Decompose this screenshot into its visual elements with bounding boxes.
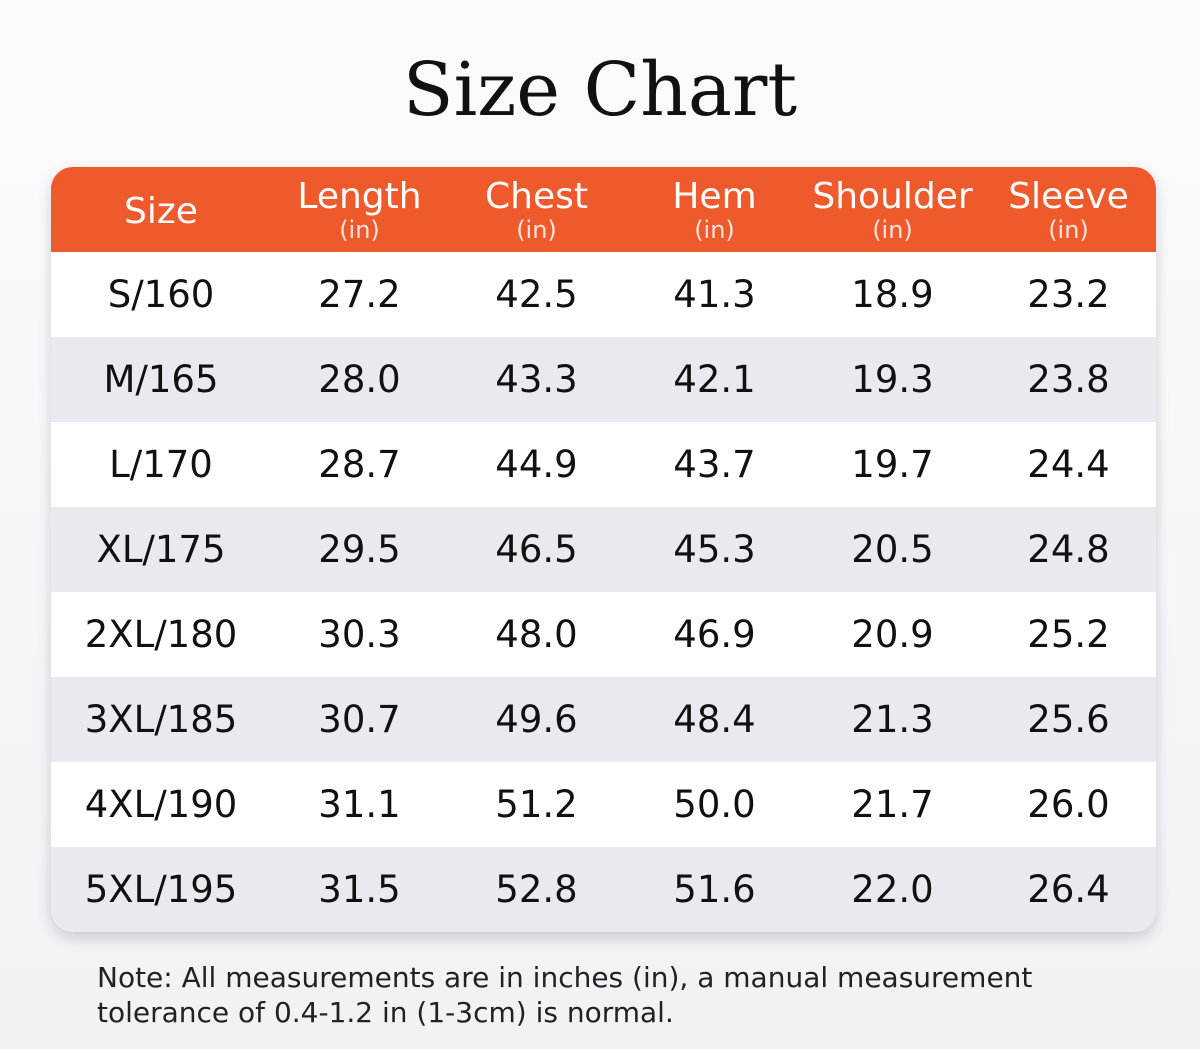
measurement-cell: 20.9 [851, 613, 934, 656]
measurement-cell: 48.4 [673, 698, 756, 741]
measurement-note: Note: All measurements are in inches (in… [97, 961, 1033, 1029]
table-body: S/160 27.2 42.5 41.3 18.9 23.2 M/165 28.0 43.3 42… [51, 252, 1156, 932]
measurement-cell: 46.5 [495, 528, 578, 571]
size-cell: XL/175 [96, 528, 226, 571]
column-header-unit: (in) [872, 215, 913, 244]
measurement-cell: 24.8 [1027, 528, 1110, 571]
page-title: Size Chart [402, 47, 798, 133]
measurement-cell: 20.5 [851, 528, 934, 571]
column-header-length: Length (in) [271, 167, 448, 252]
table-row: 5XL/195 31.5 52.8 51.6 22.0 26.4 [51, 847, 1156, 932]
column-header-label: Shoulder [812, 175, 973, 217]
measurement-cell: 29.5 [318, 528, 401, 571]
measurement-cell: 19.3 [851, 358, 934, 401]
measurement-cell: 31.1 [318, 783, 401, 826]
measurement-cell: 30.3 [318, 613, 401, 656]
measurement-cell: 42.5 [495, 273, 578, 316]
measurement-cell: 41.3 [673, 273, 756, 316]
measurement-cell: 46.9 [673, 613, 756, 656]
column-header-label: Length [297, 175, 422, 217]
table-row: 4XL/190 31.1 51.2 50.0 21.7 26.0 [51, 762, 1156, 847]
measurement-cell: 26.4 [1027, 868, 1110, 911]
size-cell: 4XL/190 [84, 783, 238, 826]
measurement-cell: 27.2 [318, 273, 401, 316]
measurement-cell: 31.5 [318, 868, 401, 911]
table-row: S/160 27.2 42.5 41.3 18.9 23.2 [51, 252, 1156, 337]
measurement-cell: 26.0 [1027, 783, 1110, 826]
column-header-unit: (in) [1048, 215, 1089, 244]
column-header-label: Chest [485, 175, 588, 217]
measurement-cell: 49.6 [495, 698, 578, 741]
size-cell: L/170 [109, 443, 213, 486]
measurement-cell: 24.4 [1027, 443, 1110, 486]
column-header-unit: (in) [694, 215, 735, 244]
measurement-cell: 43.7 [673, 443, 756, 486]
measurement-cell: 23.2 [1027, 273, 1110, 316]
measurement-cell: 28.7 [318, 443, 401, 486]
measurement-cell: 18.9 [851, 273, 934, 316]
table-row: M/165 28.0 43.3 42.1 19.3 23.8 [51, 337, 1156, 422]
measurement-cell: 25.6 [1027, 698, 1110, 741]
table-row: 2XL/180 30.3 48.0 46.9 20.9 25.2 [51, 592, 1156, 677]
column-header-sleeve: Sleeve (in) [981, 167, 1156, 252]
size-cell: 3XL/185 [84, 698, 238, 741]
measurement-cell: 21.7 [851, 783, 934, 826]
measurement-cell: 50.0 [673, 783, 756, 826]
size-table: Size Length (in) Chest (in) Hem (in) Shoulder (i… [51, 167, 1156, 932]
measurement-cell: 25.2 [1027, 613, 1110, 656]
measurement-cell: 51.6 [673, 868, 756, 911]
measurement-cell: 30.7 [318, 698, 401, 741]
measurement-cell: 52.8 [495, 868, 578, 911]
size-cell: M/165 [103, 358, 219, 401]
measurement-cell: 45.3 [673, 528, 756, 571]
table-row: XL/175 29.5 46.5 45.3 20.5 24.8 [51, 507, 1156, 592]
column-header-chest: Chest (in) [448, 167, 625, 252]
column-header-hem: Hem (in) [625, 167, 804, 252]
measurement-cell: 28.0 [318, 358, 401, 401]
table-row: 3XL/185 30.7 49.6 48.4 21.3 25.6 [51, 677, 1156, 762]
measurement-cell: 23.8 [1027, 358, 1110, 401]
size-cell: 2XL/180 [84, 613, 238, 656]
table-row: L/170 28.7 44.9 43.7 19.7 24.4 [51, 422, 1156, 507]
column-header-unit: (in) [339, 215, 380, 244]
measurement-cell: 44.9 [495, 443, 578, 486]
measurement-cell: 51.2 [495, 783, 578, 826]
column-header-size: Size [51, 167, 271, 252]
measurement-cell: 48.0 [495, 613, 578, 656]
measurement-cell: 22.0 [851, 868, 934, 911]
measurement-cell: 43.3 [495, 358, 578, 401]
column-header-label: Hem [672, 175, 757, 217]
column-header-label: Sleeve [1008, 175, 1129, 217]
column-header-label: Size [124, 190, 198, 232]
column-header-shoulder: Shoulder (in) [804, 167, 981, 252]
column-header-unit: (in) [516, 215, 557, 244]
measurement-cell: 19.7 [851, 443, 934, 486]
measurement-cell: 21.3 [851, 698, 934, 741]
size-cell: S/160 [107, 273, 215, 316]
measurement-cell: 42.1 [673, 358, 756, 401]
size-cell: 5XL/195 [84, 868, 238, 911]
table-header-row: Size Length (in) Chest (in) Hem (in) Shoulder (i… [51, 167, 1156, 252]
